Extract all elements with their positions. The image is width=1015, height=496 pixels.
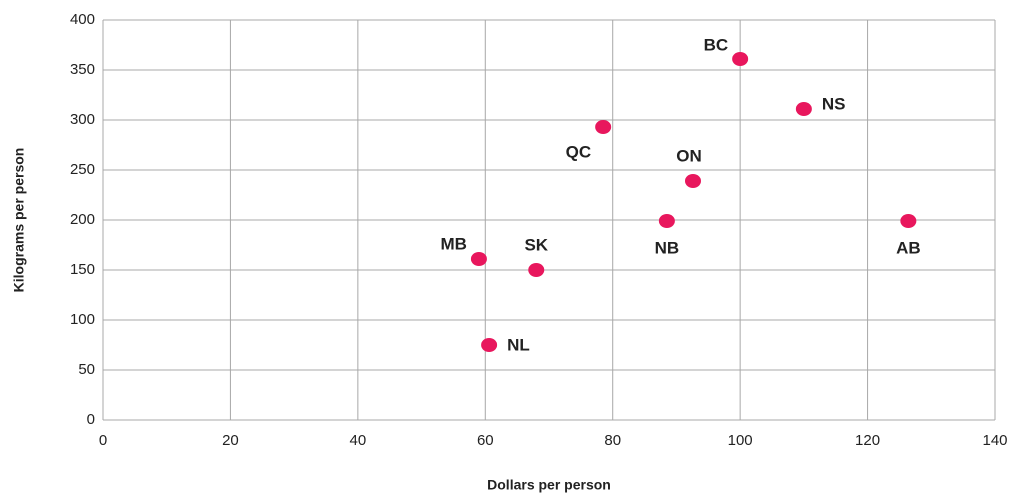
- x-tick-label: 0: [99, 432, 107, 449]
- point-label: BC: [704, 35, 729, 54]
- y-tick-label: 400: [70, 11, 95, 28]
- point-label: NB: [655, 238, 680, 257]
- point-label: SK: [524, 235, 548, 254]
- y-tick-label: 200: [70, 211, 95, 228]
- point-label: QC: [566, 142, 592, 161]
- x-axis-title: Dollars per person: [487, 477, 611, 493]
- x-tick-label: 120: [855, 432, 880, 449]
- point: [658, 214, 675, 228]
- x-tick-label: 80: [604, 432, 621, 449]
- y-tick-label: 100: [70, 311, 95, 328]
- x-tick-label: 140: [982, 432, 1007, 449]
- point: [684, 174, 701, 188]
- y-axis-title: Kilograms per person: [11, 148, 27, 293]
- y-tick-label: 0: [87, 411, 95, 428]
- y-tick-label: 300: [70, 111, 95, 128]
- point-label: ON: [676, 146, 702, 165]
- point: [528, 263, 545, 277]
- point: [595, 120, 612, 134]
- point: [481, 338, 498, 352]
- x-tick-label: 100: [728, 432, 753, 449]
- point: [470, 252, 487, 266]
- y-tick-label: 50: [78, 361, 95, 378]
- x-tick-label: 60: [477, 432, 494, 449]
- point: [795, 102, 812, 116]
- point: [900, 214, 917, 228]
- point-label: MB: [440, 234, 466, 253]
- y-tick-label: 250: [70, 161, 95, 178]
- point-label: NL: [507, 335, 530, 354]
- y-tick-label: 350: [70, 61, 95, 78]
- point: [732, 52, 749, 66]
- x-tick-label: 40: [350, 432, 367, 449]
- point-label: AB: [896, 238, 921, 257]
- y-tick-label: 150: [70, 261, 95, 278]
- x-tick-label: 20: [222, 432, 239, 449]
- point-label: NS: [822, 94, 846, 113]
